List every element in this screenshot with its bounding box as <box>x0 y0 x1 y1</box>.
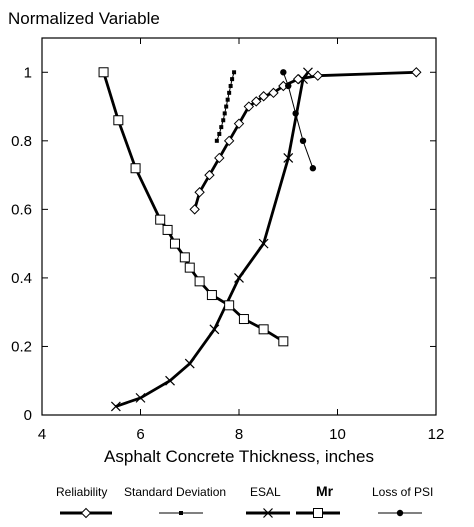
legend-label: Mr <box>316 483 334 499</box>
data-point-reliability <box>204 169 215 181</box>
x-axis-title: Asphalt Concrete Thickness, inches <box>104 447 374 466</box>
legend-marker <box>396 509 404 517</box>
data-point-standard-deviation <box>217 131 222 136</box>
data-point-esal <box>283 153 294 163</box>
legend-item-esal: ESAL <box>246 485 290 518</box>
data-point-loss-of-psi <box>285 82 292 90</box>
data-point-reliability <box>411 67 422 78</box>
series-loss-of-psi <box>280 69 317 172</box>
data-point-reliability <box>243 101 255 112</box>
y-axis-title: Normalized Variable <box>8 9 160 28</box>
data-point-mr <box>162 224 173 235</box>
x-tick-label: 10 <box>329 426 346 443</box>
series-esal <box>110 67 313 412</box>
x-tick-label: 6 <box>136 426 144 443</box>
y-tick-label: 0.2 <box>11 338 32 355</box>
data-point-reliability <box>251 96 262 107</box>
data-point-mr <box>98 67 109 78</box>
data-point-loss-of-psi <box>292 110 299 117</box>
data-point-esal <box>184 358 195 369</box>
y-tick-label: 0.8 <box>11 133 32 150</box>
legend: Reliability Standard Deviation ESAL Mr Loss … <box>56 483 433 519</box>
data-point-standard-deviation <box>222 111 227 116</box>
legend-item-loss-of-psi: Loss of PSI <box>372 485 433 517</box>
data-point-reliability <box>214 152 225 164</box>
data-point-mr <box>194 276 205 287</box>
data-point-reliability <box>268 87 279 99</box>
legend-marker <box>313 508 323 518</box>
data-point-reliability <box>258 91 269 102</box>
y-tick-label: 1 <box>24 64 32 81</box>
data-point-standard-deviation <box>214 138 219 143</box>
x-tick-label: 8 <box>235 426 243 443</box>
data-point-mr <box>278 336 289 347</box>
data-point-standard-deviation <box>228 83 233 88</box>
data-point-reliability <box>233 118 245 129</box>
data-point-reliability <box>312 70 324 81</box>
y-tick-label: 0 <box>24 407 32 424</box>
data-point-mr <box>238 314 249 325</box>
data-point-mr <box>155 214 166 225</box>
data-point-reliability <box>194 187 205 198</box>
data-point-reliability <box>189 204 200 215</box>
legend-label: Loss of PSI <box>372 485 433 499</box>
legend-label: Standard Deviation <box>124 485 226 499</box>
series-line-esal <box>115 71 310 408</box>
series-standard-deviation <box>214 70 237 143</box>
y-tick-label: 0.4 <box>11 270 32 287</box>
legend-marker <box>179 511 183 515</box>
data-point-mr <box>224 300 235 311</box>
data-point-mr <box>258 324 269 335</box>
data-point-standard-deviation <box>221 118 226 123</box>
data-point-esal <box>135 392 146 403</box>
series-layer <box>98 67 422 412</box>
legend-item-reliability: Reliability <box>56 485 112 519</box>
data-point-esal <box>209 324 220 335</box>
legend-item-mr: Mr <box>296 483 340 518</box>
data-point-esal <box>234 272 244 283</box>
x-tick-label: 12 <box>428 426 445 443</box>
data-point-esal <box>258 238 269 249</box>
legend-marker <box>263 508 273 518</box>
legend-label: Reliability <box>56 485 107 499</box>
data-point-standard-deviation <box>219 125 224 130</box>
y-tick-label: 0.6 <box>11 201 32 218</box>
data-point-mr <box>206 290 217 301</box>
data-point-mr <box>169 238 180 249</box>
legend-label: ESAL <box>250 485 281 499</box>
series-reliability <box>189 67 422 215</box>
data-point-reliability <box>223 135 235 147</box>
data-point-mr <box>179 252 190 263</box>
data-point-standard-deviation <box>225 97 230 102</box>
data-point-esal <box>298 74 308 85</box>
legend-marker <box>80 507 92 519</box>
plot-frame <box>41 37 437 416</box>
data-point-esal <box>165 375 175 386</box>
series-mr <box>98 67 289 347</box>
data-point-mr <box>113 115 124 126</box>
data-point-loss-of-psi <box>299 137 307 145</box>
data-point-standard-deviation <box>230 77 235 82</box>
data-point-loss-of-psi <box>280 69 287 76</box>
axis-ticks: 4 6 8 10 12 0 0.2 0.4 0.6 0.8 1 <box>11 38 444 443</box>
data-point-esal <box>303 67 313 78</box>
data-point-esal <box>110 401 121 412</box>
data-point-standard-deviation <box>227 90 232 95</box>
data-point-loss-of-psi <box>309 165 317 172</box>
legend-item-standard-deviation: Standard Deviation <box>124 485 226 515</box>
data-point-standard-deviation <box>232 70 237 75</box>
data-point-mr <box>184 262 195 273</box>
x-tick-label: 4 <box>38 426 46 443</box>
data-point-mr <box>130 163 141 174</box>
data-point-standard-deviation <box>224 104 229 109</box>
